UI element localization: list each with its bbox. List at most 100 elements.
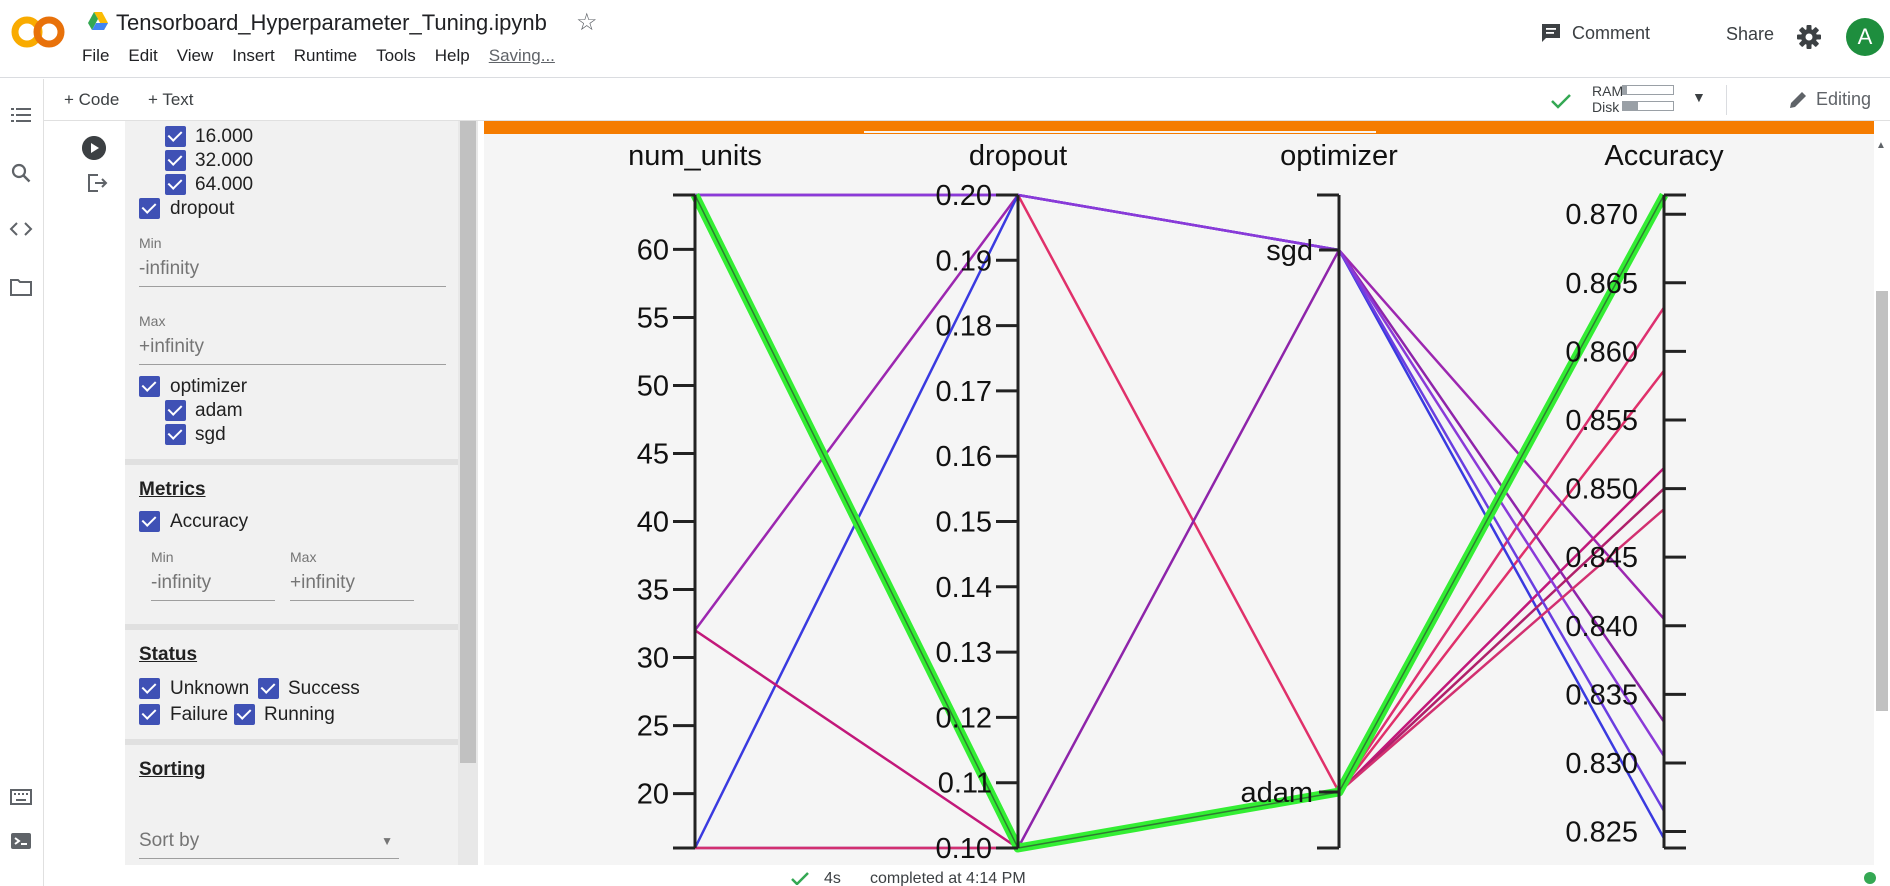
accuracy-min-label: Min — [151, 549, 174, 565]
run-line — [693, 194, 1665, 850]
notebook-title[interactable]: Tensorboard_Hyperparameter_Tuning.ipynb — [116, 10, 547, 35]
menu-view[interactable]: View — [176, 46, 214, 65]
ram-label: RAM — [1592, 83, 1624, 99]
status-success-label: Success — [288, 678, 360, 699]
run-line — [695, 193, 1666, 757]
num-units-16-checkbox[interactable] — [165, 126, 186, 147]
menu-file[interactable]: File — [82, 46, 110, 65]
tick-label: 45 — [637, 438, 669, 470]
comment-button[interactable]: Comment — [1540, 22, 1650, 44]
tick-label: 20 — [637, 779, 669, 811]
menu-edit[interactable]: Edit — [128, 46, 158, 65]
dropout-max-input[interactable]: +infinity — [139, 336, 446, 365]
tick-label: 0.11 — [938, 768, 992, 800]
resources-indicator[interactable]: RAM Disk — [1592, 83, 1623, 115]
scroll-up-icon[interactable]: ▲ — [1876, 140, 1886, 151]
editing-mode-button[interactable]: Editing — [1788, 89, 1871, 110]
dropout-min-input[interactable]: -infinity — [139, 258, 446, 287]
run-duration: 4s — [824, 870, 841, 886]
accuracy-checkbox[interactable] — [139, 511, 160, 532]
tick-label: 60 — [637, 234, 669, 266]
accuracy-max-input[interactable]: +infinity — [290, 572, 414, 601]
parallel-coordinates-chart: num_units 20 25 30 35 40 45 50 55 60 dropout 0.10 0.… — [628, 140, 1724, 865]
dropout-max-label: Max — [139, 313, 166, 329]
run-line — [693, 193, 1665, 632]
run-cell-button[interactable] — [82, 136, 106, 160]
section-divider — [125, 624, 458, 630]
dropout-label: dropout — [170, 198, 235, 219]
sort-by-placeholder: Sort by — [139, 830, 200, 851]
status-failure-checkbox[interactable] — [139, 704, 160, 725]
search-icon[interactable] — [9, 161, 33, 185]
tick-label: 50 — [637, 370, 669, 402]
terminal-icon[interactable] — [9, 829, 33, 853]
menu-tools[interactable]: Tools — [376, 46, 416, 65]
code-snippets-icon[interactable] — [9, 217, 33, 241]
menubar: File Edit View Insert Runtime Tools Help… — [82, 46, 574, 66]
menu-runtime[interactable]: Runtime — [293, 46, 358, 65]
menu-help[interactable]: Help — [434, 46, 470, 65]
run-line — [695, 193, 1666, 812]
status-running-checkbox[interactable] — [234, 704, 255, 725]
axis-title: optimizer — [1280, 140, 1398, 172]
ram-bar — [1622, 85, 1674, 95]
accent-bar-gap — [864, 131, 1376, 133]
tick-label: 0.840 — [1565, 611, 1638, 643]
status-unknown-checkbox[interactable] — [139, 678, 160, 699]
num-units-64-checkbox[interactable] — [165, 174, 186, 195]
dropout-min-label: Min — [139, 235, 162, 251]
optimizer-value-label: adam — [195, 400, 243, 421]
tick-label: 55 — [637, 302, 669, 334]
status-success-checkbox[interactable] — [258, 678, 279, 699]
optimizer-sgd-checkbox[interactable] — [165, 424, 186, 445]
folder-icon[interactable] — [9, 275, 33, 299]
command-palette-icon[interactable] — [9, 785, 33, 809]
tick-label: 0.865 — [1565, 268, 1638, 300]
accuracy-max-label: Max — [290, 549, 317, 565]
add-code-button[interactable]: + Code — [64, 90, 120, 109]
comment-icon — [1542, 24, 1560, 42]
share-button[interactable]: Share — [1726, 24, 1775, 44]
output-actions-icon[interactable] — [86, 172, 108, 194]
run-line — [693, 194, 1666, 850]
tick-label: 0.845 — [1565, 542, 1638, 574]
optimizer-label: optimizer — [170, 376, 248, 397]
add-text-button[interactable]: + Text — [148, 90, 194, 109]
dropout-checkbox[interactable] — [139, 198, 160, 219]
left-rail — [0, 79, 44, 886]
check-icon — [791, 872, 809, 885]
tick-label: 0.10 — [936, 833, 992, 865]
status-running-label: Running — [264, 704, 335, 725]
output-scrollbar[interactable] — [1874, 121, 1890, 865]
run-line — [693, 193, 1666, 849]
panel-scrollbar[interactable] — [458, 121, 478, 865]
sort-by-select[interactable]: Sort by ▼ — [139, 830, 399, 859]
resources-dropdown-icon[interactable]: ▼ — [1692, 89, 1706, 105]
num-units-32-checkbox[interactable] — [165, 150, 186, 171]
tick-label: 0.18 — [936, 311, 992, 343]
tick-label: 0.14 — [936, 572, 992, 604]
saving-status[interactable]: Saving... — [488, 46, 555, 65]
avatar[interactable]: A — [1846, 18, 1884, 56]
table-of-contents-icon[interactable] — [9, 103, 33, 127]
tick-label: 30 — [637, 643, 669, 675]
optimizer-checkbox[interactable] — [139, 376, 160, 397]
section-divider — [125, 459, 458, 465]
accuracy-min-input[interactable]: -infinity — [151, 572, 275, 601]
colab-logo[interactable] — [10, 14, 66, 50]
editing-label: Editing — [1816, 89, 1872, 109]
star-icon[interactable]: ☆ — [576, 9, 598, 36]
status-failure-label: Failure — [170, 704, 229, 725]
menu-insert[interactable]: Insert — [232, 46, 275, 65]
tick-label: 0.12 — [936, 702, 992, 734]
optimizer-adam-checkbox[interactable] — [165, 400, 186, 421]
disk-label: Disk — [1592, 99, 1620, 115]
tick-label: 25 — [637, 711, 669, 743]
run-line-highlighted-core — [694, 194, 1665, 849]
gear-icon[interactable] — [1796, 24, 1822, 50]
accent-bar — [484, 121, 1874, 134]
tick-label: 0.19 — [936, 245, 992, 277]
axis-title: Accuracy — [1604, 140, 1724, 172]
tick-label: 0.855 — [1565, 405, 1638, 437]
